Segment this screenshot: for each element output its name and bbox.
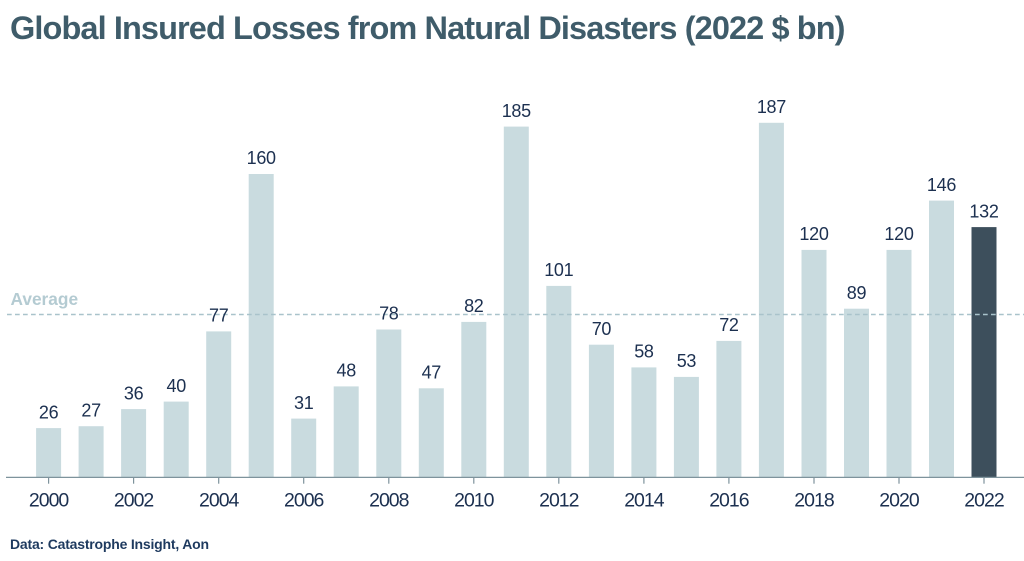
svg-text:2014: 2014 xyxy=(624,490,665,512)
svg-text:82: 82 xyxy=(464,296,484,316)
svg-text:120: 120 xyxy=(884,224,913,244)
svg-text:187: 187 xyxy=(757,97,786,117)
svg-text:2008: 2008 xyxy=(369,490,409,512)
svg-text:31: 31 xyxy=(294,393,314,413)
svg-text:78: 78 xyxy=(379,304,399,324)
svg-text:26: 26 xyxy=(39,402,59,422)
svg-text:53: 53 xyxy=(677,351,697,371)
svg-text:70: 70 xyxy=(592,319,612,339)
svg-text:2016: 2016 xyxy=(709,490,749,512)
svg-text:47: 47 xyxy=(422,363,442,383)
svg-text:2006: 2006 xyxy=(284,490,324,512)
svg-text:2010: 2010 xyxy=(454,490,495,512)
svg-text:40: 40 xyxy=(166,376,186,396)
svg-text:72: 72 xyxy=(719,315,739,335)
svg-text:2004: 2004 xyxy=(199,490,240,512)
svg-text:77: 77 xyxy=(209,306,229,326)
svg-text:185: 185 xyxy=(502,101,531,121)
svg-text:101: 101 xyxy=(544,260,573,280)
svg-text:89: 89 xyxy=(847,283,867,303)
svg-text:146: 146 xyxy=(927,175,956,195)
svg-text:48: 48 xyxy=(336,361,356,381)
svg-text:58: 58 xyxy=(634,342,654,362)
svg-text:2020: 2020 xyxy=(879,490,920,512)
svg-text:2022: 2022 xyxy=(964,490,1004,512)
svg-text:2018: 2018 xyxy=(794,490,834,512)
svg-text:120: 120 xyxy=(799,224,828,244)
svg-text:27: 27 xyxy=(81,400,101,420)
svg-text:36: 36 xyxy=(124,383,144,403)
svg-text:2000: 2000 xyxy=(29,490,70,512)
svg-text:Average: Average xyxy=(11,289,79,309)
svg-text:160: 160 xyxy=(247,148,276,168)
svg-text:2002: 2002 xyxy=(114,490,154,512)
svg-text:132: 132 xyxy=(969,201,998,221)
svg-text:2012: 2012 xyxy=(539,490,579,512)
